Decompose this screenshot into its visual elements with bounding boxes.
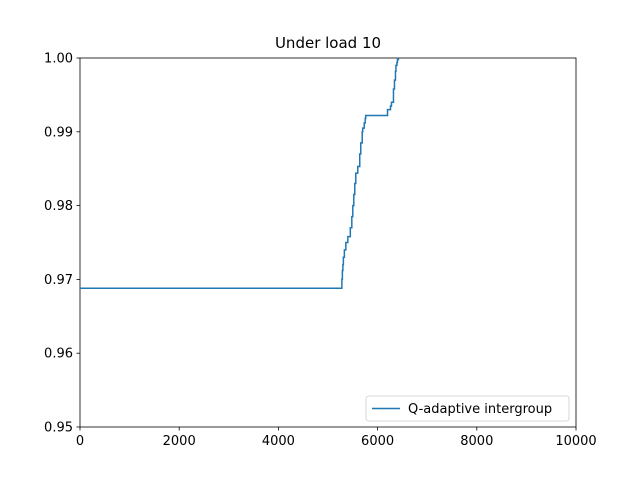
x-tick-label: 8000 xyxy=(460,434,493,449)
x-tick-label: 2000 xyxy=(163,434,196,449)
x-tick-label: 6000 xyxy=(361,434,394,449)
axis-ticks: 0 2000 4000 6000 8000 10000 0.95 0.96 0.97 0.98 0.… xyxy=(44,52,597,450)
y-tick-label: 0.96 xyxy=(44,347,73,362)
y-tick-label: 0.97 xyxy=(44,273,73,288)
x-tick-label: 10000 xyxy=(555,434,596,449)
y-tick-label: 0.95 xyxy=(44,421,73,436)
series-line-0 xyxy=(80,58,400,290)
plot-area xyxy=(79,57,577,428)
x-tick-label: 4000 xyxy=(262,434,295,449)
chart-title: Under load 10 xyxy=(275,34,381,52)
legend-box xyxy=(365,395,570,422)
legend-label-0: Q-adaptive intergroup xyxy=(408,402,552,417)
series-layer xyxy=(80,58,400,290)
x-tick-label: 0 xyxy=(76,434,84,449)
plot-frame xyxy=(79,57,577,428)
legend: Q-adaptive intergroup xyxy=(365,395,570,422)
y-tick-label: 0.99 xyxy=(44,125,73,140)
y-tick-label: 0.98 xyxy=(44,199,73,214)
y-tick-label: 1.00 xyxy=(44,52,73,67)
